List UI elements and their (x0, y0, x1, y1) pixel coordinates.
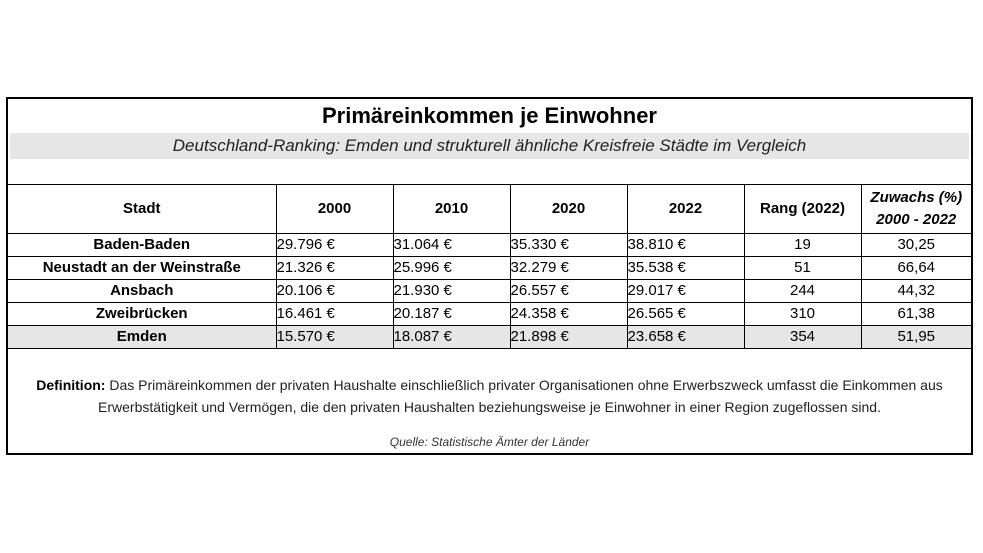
cell-growth: 51,95 (860, 325, 971, 349)
header-2010: 2010 (392, 184, 511, 234)
definition-note: Definition: Das Primäreinkommen der priv… (14, 374, 965, 418)
cell-growth: 30,25 (860, 233, 971, 257)
cell-2010: 21.930 € (392, 279, 511, 303)
header-rank: Rang (2022) (743, 184, 862, 234)
header-growth-line2: 2000 - 2022 (876, 211, 957, 228)
cell-growth: 66,64 (860, 256, 971, 280)
header-city: Stadt (8, 184, 277, 234)
cell-2000: 21.326 € (275, 256, 394, 280)
ranking-panel: Primäreinkommen je Einwohner Deutschland… (6, 97, 973, 455)
cell-rank: 51 (743, 256, 862, 280)
table-row: Zweibrücken 16.461 € 20.187 € 24.358 € 2… (8, 302, 971, 326)
cell-2000: 16.461 € (275, 302, 394, 326)
cell-2010: 20.187 € (392, 302, 511, 326)
cell-2020: 24.358 € (509, 302, 628, 326)
income-table: Stadt 2000 2010 2020 2022 Rang (2022) Zu… (8, 184, 971, 349)
definition-label: Definition: (36, 377, 106, 393)
cell-rank: 310 (743, 302, 862, 326)
cell-city: Baden-Baden (8, 233, 277, 257)
definition-text: Das Primäreinkommen der privaten Haushal… (98, 377, 943, 415)
cell-rank: 354 (743, 325, 862, 349)
table-row: Ansbach 20.106 € 21.930 € 26.557 € 29.01… (8, 279, 971, 303)
cell-2022: 26.565 € (626, 302, 745, 326)
header-2020: 2020 (509, 184, 628, 234)
cell-growth: 61,38 (860, 302, 971, 326)
cell-2022: 38.810 € (626, 233, 745, 257)
page-title: Primäreinkommen je Einwohner (322, 103, 657, 128)
cell-city: Emden (8, 325, 277, 349)
header-growth: Zuwachs (%) 2000 - 2022 (860, 184, 971, 234)
cell-2022: 23.658 € (626, 325, 745, 349)
cell-growth: 44,32 (860, 279, 971, 303)
cell-rank: 19 (743, 233, 862, 257)
cell-2020: 26.557 € (509, 279, 628, 303)
cell-2020: 21.898 € (509, 325, 628, 349)
cell-2010: 25.996 € (392, 256, 511, 280)
table-row: Baden-Baden 29.796 € 31.064 € 35.330 € 3… (8, 233, 971, 257)
cell-2000: 15.570 € (275, 325, 394, 349)
cell-2022: 29.017 € (626, 279, 745, 303)
table-header-row: Stadt 2000 2010 2020 2022 Rang (2022) Zu… (8, 184, 971, 234)
table-row: Neustadt an der Weinstraße 21.326 € 25.9… (8, 256, 971, 280)
cell-2010: 18.087 € (392, 325, 511, 349)
cell-city: Ansbach (8, 279, 277, 303)
cell-2010: 31.064 € (392, 233, 511, 257)
header-2022: 2022 (626, 184, 745, 234)
cell-rank: 244 (743, 279, 862, 303)
header-2000: 2000 (275, 184, 394, 234)
cell-2022: 35.538 € (626, 256, 745, 280)
cell-2020: 32.279 € (509, 256, 628, 280)
source-note: Quelle: Statistische Ämter der Länder (389, 435, 590, 449)
cell-2000: 20.106 € (275, 279, 394, 303)
cell-2020: 35.330 € (509, 233, 628, 257)
cell-city: Zweibrücken (8, 302, 277, 326)
page-subtitle: Deutschland-Ranking: Emden und strukture… (10, 133, 969, 159)
cell-city: Neustadt an der Weinstraße (8, 256, 277, 280)
header-growth-line1: Zuwachs (%) (870, 189, 963, 206)
cell-2000: 29.796 € (275, 233, 394, 257)
table-row-highlighted: Emden 15.570 € 18.087 € 21.898 € 23.658 … (8, 325, 971, 349)
